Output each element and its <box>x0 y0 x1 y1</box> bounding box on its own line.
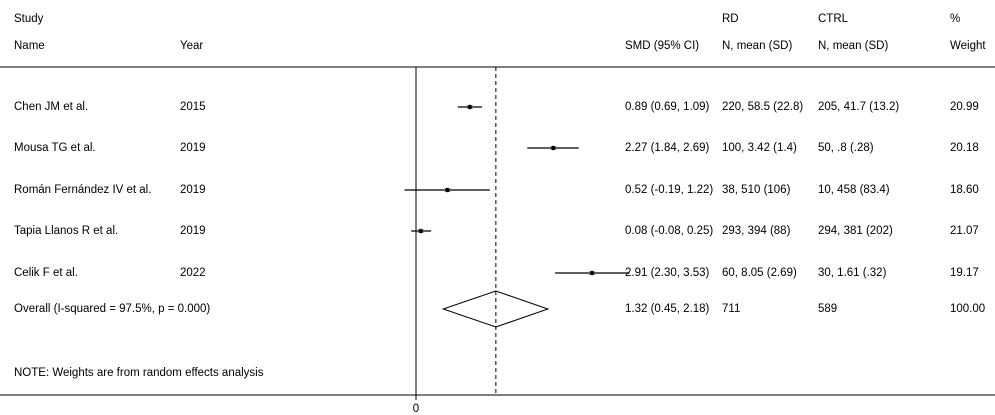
overall-label: Overall (I-squared = 97.5%, p = 0.000) <box>14 303 211 315</box>
overall-rd: 711 <box>722 303 741 315</box>
overall-diamond <box>441 290 550 328</box>
note-text: NOTE: Weights are from random effects an… <box>14 367 264 379</box>
overall-ci: 1.32 (0.45, 2.18) <box>625 303 710 315</box>
study-rd: 293, 394 (88) <box>722 225 791 237</box>
point-estimate <box>551 145 556 151</box>
header-study: Study <box>14 13 44 25</box>
study-weight: 20.18 <box>950 142 979 154</box>
study-ctrl: 294, 381 (202) <box>818 225 893 237</box>
overall-weight: 100.00 <box>950 303 986 315</box>
header-year: Year <box>180 40 204 52</box>
study-ctrl: 10, 458 (83.4) <box>818 184 890 196</box>
study-ci: 0.52 (-0.19, 1.22) <box>625 184 714 196</box>
study-year: 2019 <box>180 225 206 237</box>
study-name: Román Fernández IV et al. <box>14 184 152 196</box>
study-name: Tapia Llanos R et al. <box>14 225 119 237</box>
study-ctrl: 50, .8 (.28) <box>818 142 874 154</box>
study-ci: 0.08 (-0.08, 0.25) <box>625 225 714 237</box>
study-name: Chen JM et al. <box>14 101 89 113</box>
study-ctrl: 205, 41.7 (13.2) <box>818 101 900 113</box>
header-weight: Weight <box>950 40 986 52</box>
header-smd: SMD (95% CI) <box>625 40 700 52</box>
axis-tick-label-0: 0 <box>413 403 419 415</box>
study-weight: 18.60 <box>950 184 979 196</box>
study-weight: 21.07 <box>950 225 979 237</box>
point-estimate <box>418 228 424 234</box>
header-name: Name <box>14 40 45 52</box>
study-year: 2015 <box>180 101 206 113</box>
study-weight: 20.99 <box>950 101 979 113</box>
header-pct: % <box>950 13 961 25</box>
study-rd: 38, 510 (106) <box>722 184 791 196</box>
study-year: 2019 <box>180 184 206 196</box>
overall-ctrl: 589 <box>818 303 838 315</box>
study-name: Mousa TG et al. <box>14 142 96 154</box>
point-estimate <box>445 187 450 193</box>
header-ctrl-sub: N, mean (SD) <box>818 40 889 52</box>
study-ctrl: 30, 1.61 (.32) <box>818 267 887 279</box>
study-rd: 60, 8.05 (2.69) <box>722 267 797 279</box>
header-rd: RD <box>722 13 739 25</box>
study-rd: 100, 3.42 (1.4) <box>722 142 797 154</box>
point-estimate <box>467 104 473 110</box>
study-weight: 19.17 <box>950 267 979 279</box>
study-ci: 0.89 (0.69, 1.09) <box>625 101 710 113</box>
point-estimate <box>589 270 595 276</box>
header-rd-sub: N, mean (SD) <box>722 40 793 52</box>
study-ci: 2.91 (2.30, 3.53) <box>625 267 710 279</box>
study-name: Celik F et al. <box>14 267 78 279</box>
study-rd: 220, 58.5 (22.8) <box>722 101 804 113</box>
header-ctrl: CTRL <box>818 13 849 25</box>
study-year: 2022 <box>180 267 206 279</box>
study-year: 2019 <box>180 142 206 154</box>
study-ci: 2.27 (1.84, 2.69) <box>625 142 710 154</box>
